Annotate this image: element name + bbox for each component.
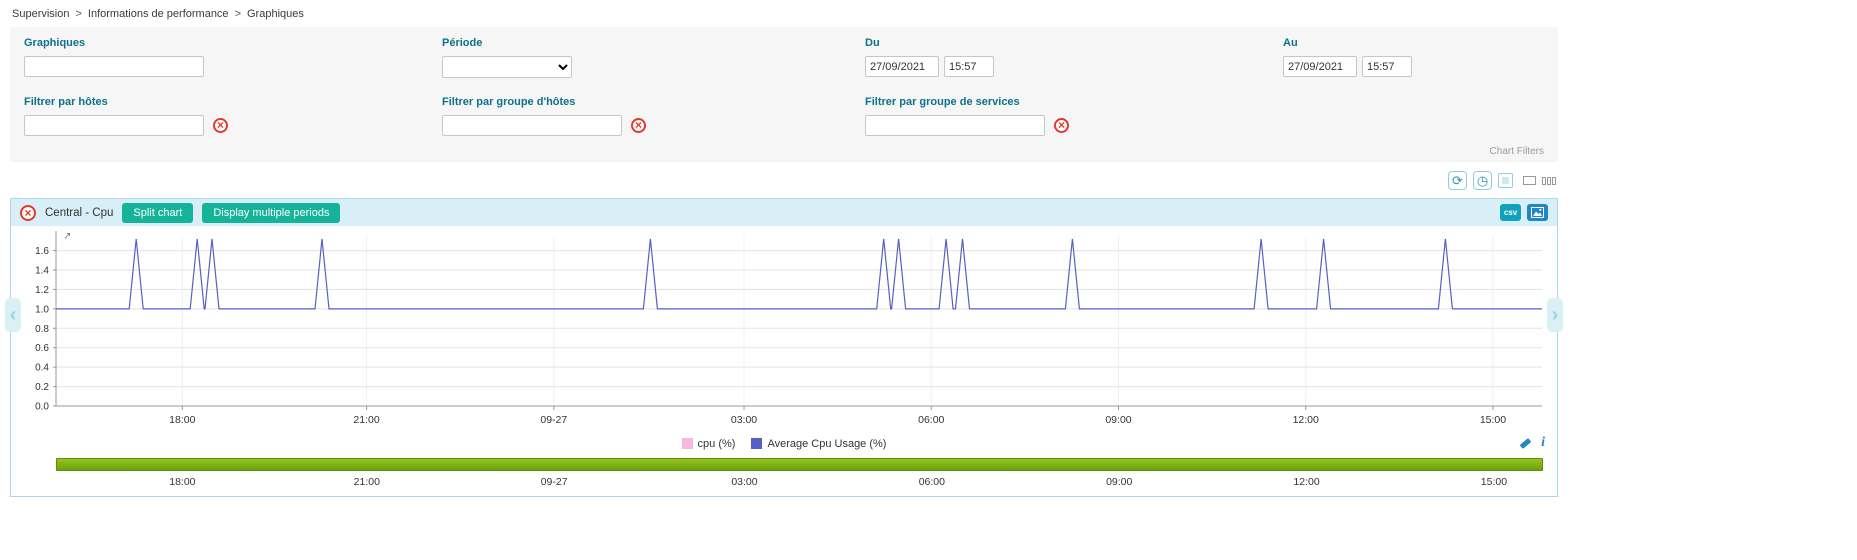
svg-text:09:00: 09:00 (1105, 414, 1131, 426)
from-date-input[interactable] (865, 56, 939, 77)
hostgroup-filter-label: Filtrer par groupe d'hôtes (442, 96, 576, 108)
servicegroup-filter-input[interactable] (865, 115, 1045, 136)
svg-text:1.6: 1.6 (35, 246, 49, 257)
to-field: Au (1283, 37, 1544, 78)
svg-text:12:00: 12:00 (1293, 414, 1319, 426)
svg-text:18:00: 18:00 (169, 414, 195, 426)
svg-text:0.0: 0.0 (35, 402, 49, 413)
eraser-icon[interactable] (1519, 437, 1532, 449)
graphs-label: Graphiques (24, 37, 86, 49)
timeline-tick-label: 09:00 (1106, 476, 1133, 488)
timeline-labels: 18:00 21:00 09-27 03:00 06:00 09:00 12:00 15:00 (56, 474, 1543, 494)
pan-left-button[interactable]: ‹ (5, 298, 21, 332)
chart-filters-label: Chart Filters (1489, 146, 1544, 157)
servicegroup-filter-field: Filtrer par groupe de services × (865, 96, 1283, 136)
image-icon (1531, 207, 1544, 218)
pause-refresh-button[interactable] (1498, 173, 1513, 188)
cpu-chart-svg[interactable]: 18:00 21:00 09-27 03:00 06:00 09:00 12:00 15:00… (11, 226, 1557, 432)
svg-text:09-27: 09-27 (540, 414, 567, 426)
refresh-button[interactable]: ⟳ (1448, 171, 1467, 190)
breadcrumb-performance-info[interactable]: Informations de performance (87, 8, 229, 20)
svg-text:0.6: 0.6 (35, 343, 49, 354)
breadcrumb-separator: > (75, 8, 82, 20)
timeline-tick-label: 15:00 (1480, 476, 1508, 488)
pan-right-button[interactable]: › (1547, 298, 1563, 332)
period-select[interactable] (442, 56, 572, 78)
breadcrumb: Supervision > Informations de performance >… (0, 0, 1857, 27)
timeline-tick-label: 18:00 (169, 476, 196, 488)
hostgroup-filter-field: Filtrer par groupe d'hôtes × (442, 96, 865, 136)
legend-item-cpu[interactable]: cpu (%) (681, 437, 736, 450)
split-chart-button[interactable]: Split chart (122, 202, 194, 223)
export-image-icon[interactable] (1527, 204, 1548, 221)
main-content: Graphiques Période Du Au Filtrer par hôt… (5, 27, 1563, 497)
svg-text:0.4: 0.4 (35, 363, 49, 374)
refresh-period-button[interactable]: ◷ (1473, 171, 1492, 190)
period-field: Période (442, 37, 865, 78)
svg-text:15:00: 15:00 (1480, 414, 1506, 426)
host-filter-clear-icon[interactable]: × (213, 118, 228, 134)
filter-panel: Graphiques Période Du Au Filtrer par hôt… (10, 27, 1558, 162)
chart-body: ‹ › ↗ 18:00 21:00 09-27 03:00 06:00 09:00 12:0… (5, 226, 1563, 432)
from-field: Du (865, 37, 1283, 78)
three-columns-icon (1542, 176, 1546, 185)
hostgroup-filter-clear-icon[interactable]: × (631, 118, 646, 134)
to-time-input[interactable] (1362, 56, 1412, 77)
graph-toolbar: ⟳ ◷ (10, 162, 1558, 196)
pause-icon (1502, 177, 1509, 184)
breadcrumb-supervision[interactable]: Supervision (12, 8, 70, 20)
svg-text:1.2: 1.2 (35, 285, 49, 296)
svg-text:0.8: 0.8 (35, 324, 49, 335)
chart-header: × Central - Cpu Split chart Display mult… (11, 199, 1557, 226)
one-column-icon (1523, 176, 1536, 185)
svg-text:21:00: 21:00 (353, 414, 379, 426)
breadcrumb-separator: > (234, 8, 241, 20)
svg-text:0.2: 0.2 (35, 382, 49, 393)
three-columns-icon (1552, 176, 1556, 185)
from-label: Du (865, 37, 880, 49)
servicegroup-filter-label: Filtrer par groupe de services (865, 96, 1020, 108)
graphs-field: Graphiques (24, 37, 442, 78)
legend-item-average-cpu[interactable]: Average Cpu Usage (%) (751, 438, 886, 450)
refresh-icon: ⟳ (1452, 172, 1463, 188)
timeline-tick-label: 06:00 (918, 476, 945, 488)
chart-title: Central - Cpu (45, 206, 114, 219)
host-filter-input[interactable] (24, 115, 204, 136)
legend-label-average-cpu: Average Cpu Usage (%) (767, 437, 887, 450)
svg-text:1.4: 1.4 (35, 266, 49, 277)
breadcrumb-graphs[interactable]: Graphiques (247, 8, 304, 20)
chart-legend: cpu (%) Average Cpu Usage (%) i (11, 432, 1557, 455)
clock-icon: ◷ (1476, 172, 1489, 188)
servicegroup-filter-clear-icon[interactable]: × (1054, 118, 1069, 134)
timeline-tick-label: 12:00 (1293, 476, 1320, 488)
legend-swatch-average-cpu (751, 438, 763, 449)
three-columns-icon (1547, 176, 1551, 185)
timeline-tick-label: 09-27 (540, 476, 568, 488)
layout-three-columns-button[interactable] (1542, 176, 1556, 185)
export-csv-icon[interactable]: csv (1500, 204, 1521, 221)
period-label: Période (442, 37, 483, 49)
legend-label-cpu: cpu (%) (697, 437, 736, 450)
legend-swatch-cpu (681, 438, 693, 449)
layout-one-column-button[interactable] (1523, 176, 1536, 185)
timeline-tick-label: 21:00 (353, 476, 380, 488)
hostgroup-filter-input[interactable] (442, 115, 622, 136)
svg-text:03:00: 03:00 (731, 414, 757, 426)
svg-text:1.0: 1.0 (35, 304, 49, 315)
host-filter-label: Filtrer par hôtes (24, 96, 108, 108)
timeline-tick-label: 03:00 (731, 476, 758, 488)
timeline-zoom-bar[interactable] (56, 458, 1543, 471)
svg-text:06:00: 06:00 (918, 414, 944, 426)
to-date-input[interactable] (1283, 56, 1357, 77)
info-icon[interactable]: i (1541, 435, 1545, 450)
zoom-cursor-icon: ↗ (63, 231, 72, 242)
host-filter-field: Filtrer par hôtes × (24, 96, 442, 136)
from-time-input[interactable] (944, 56, 994, 77)
graphs-input[interactable] (24, 56, 204, 77)
chart-panel: × Central - Cpu Split chart Display mult… (5, 198, 1563, 497)
to-label: Au (1283, 37, 1298, 49)
display-multiple-periods-button[interactable]: Display multiple periods (202, 202, 341, 223)
close-chart-icon[interactable]: × (20, 204, 36, 221)
